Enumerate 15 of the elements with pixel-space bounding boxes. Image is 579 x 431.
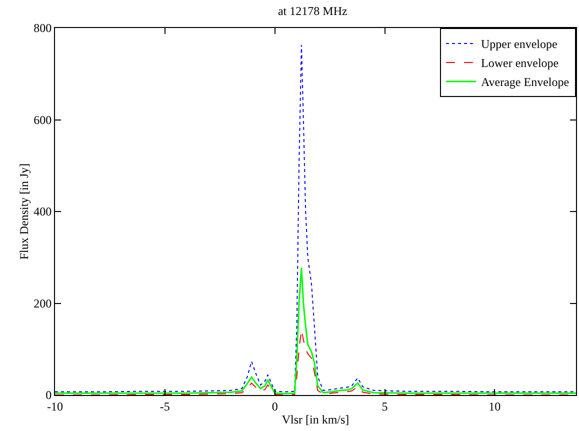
x-tick-label: -5	[160, 399, 170, 414]
y-tick-label: 400	[34, 204, 52, 219]
x-tick-label: 10	[488, 399, 501, 414]
y-tick-label: 200	[34, 296, 52, 310]
legend-label: Lower envelope	[481, 56, 559, 70]
x-tick-label: 0	[272, 399, 278, 414]
legend-label: Upper envelope	[481, 37, 558, 52]
x-tick-label: 5	[382, 399, 388, 414]
legend-label: Average Envelope	[481, 75, 570, 90]
y-tick-label: 800	[34, 21, 52, 36]
y-tick-label: 600	[34, 112, 52, 127]
chart-title: at 12178 MHz	[278, 4, 348, 18]
x-axis-title: Vlsr [in km/s]	[282, 412, 350, 426]
y-axis-title: Flux Density [in Jy]	[16, 163, 31, 260]
line-series	[55, 267, 576, 394]
